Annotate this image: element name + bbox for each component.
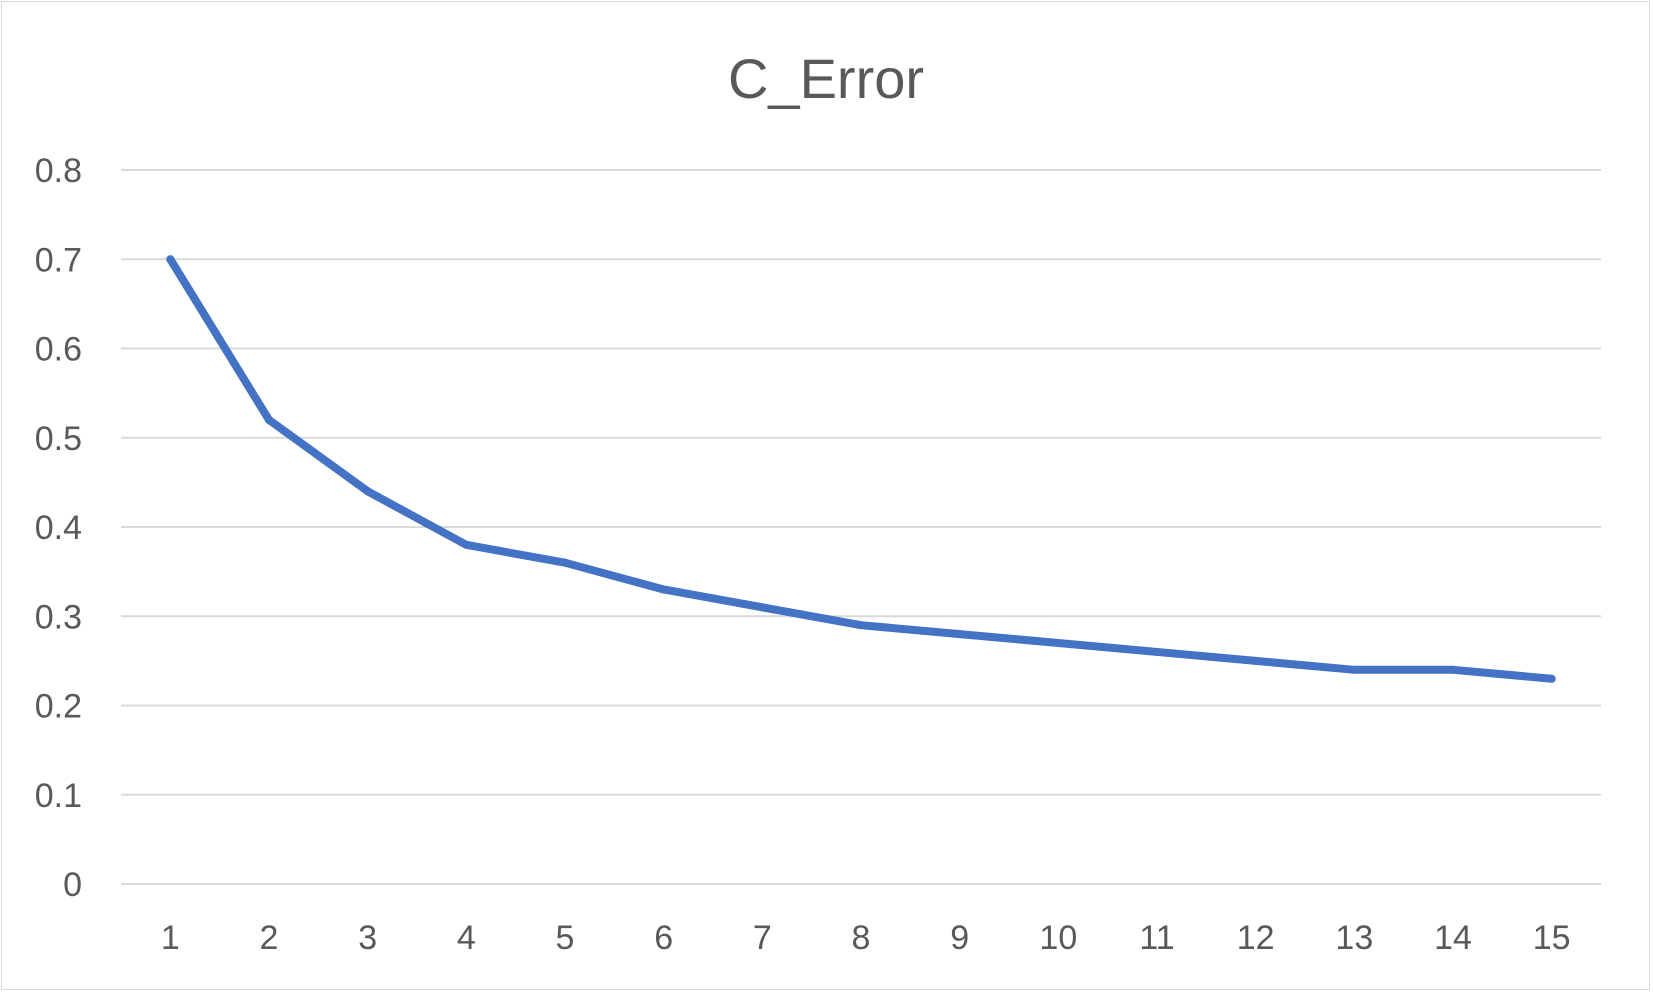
data-point (1054, 639, 1063, 648)
data-point (561, 558, 569, 567)
y-tick-label: 0.5 (35, 420, 82, 458)
data-point (1449, 665, 1457, 674)
series-layer (166, 255, 1556, 683)
x-tick-label: 14 (1434, 919, 1472, 957)
data-point (955, 630, 964, 639)
x-tick-label: 13 (1335, 919, 1373, 957)
data-point (462, 540, 471, 549)
data-point (1153, 647, 1161, 656)
x-tick-label: 8 (852, 919, 871, 957)
y-tick-label: 0.8 (35, 152, 82, 190)
data-point (363, 487, 372, 496)
y-tick-label: 0 (63, 866, 82, 904)
x-tick-label: 7 (753, 919, 772, 957)
x-tick-label: 3 (358, 919, 377, 957)
x-tick-label: 11 (1139, 919, 1174, 957)
x-axis-tick-labels: 1 2 3 4 5 6 7 8 9 10 11 12 13 14 15 (161, 919, 1571, 957)
y-tick-label: 0.4 (35, 509, 82, 547)
x-tick-label: 4 (457, 919, 476, 957)
x-tick-label: 6 (654, 919, 673, 957)
x-tick-label: 1 (161, 919, 180, 957)
y-tick-label: 0.2 (35, 688, 82, 726)
data-point (1350, 665, 1359, 674)
data-point (1547, 674, 1556, 683)
y-tick-label: 0.1 (35, 777, 82, 815)
y-tick-label: 0.6 (35, 331, 82, 369)
x-tick-label: 10 (1039, 919, 1077, 957)
x-tick-label: 5 (556, 919, 575, 957)
x-tick-label: 2 (260, 919, 279, 957)
x-tick-label: 9 (950, 919, 969, 957)
data-point (857, 621, 865, 630)
data-point (265, 415, 273, 424)
data-point (758, 603, 767, 612)
y-axis-tick-labels: 0 0.1 0.2 0.3 0.4 0.5 0.6 0.7 0.8 (35, 152, 82, 904)
data-point (166, 255, 175, 264)
grid-lines (121, 169, 1601, 885)
data-point (1251, 656, 1260, 665)
chart-title: C_Error (728, 47, 924, 110)
y-tick-label: 0.3 (35, 598, 82, 636)
x-tick-label: 15 (1533, 919, 1571, 957)
data-point (659, 585, 668, 594)
y-tick-label: 0.7 (35, 241, 82, 279)
x-tick-label: 12 (1237, 919, 1275, 957)
